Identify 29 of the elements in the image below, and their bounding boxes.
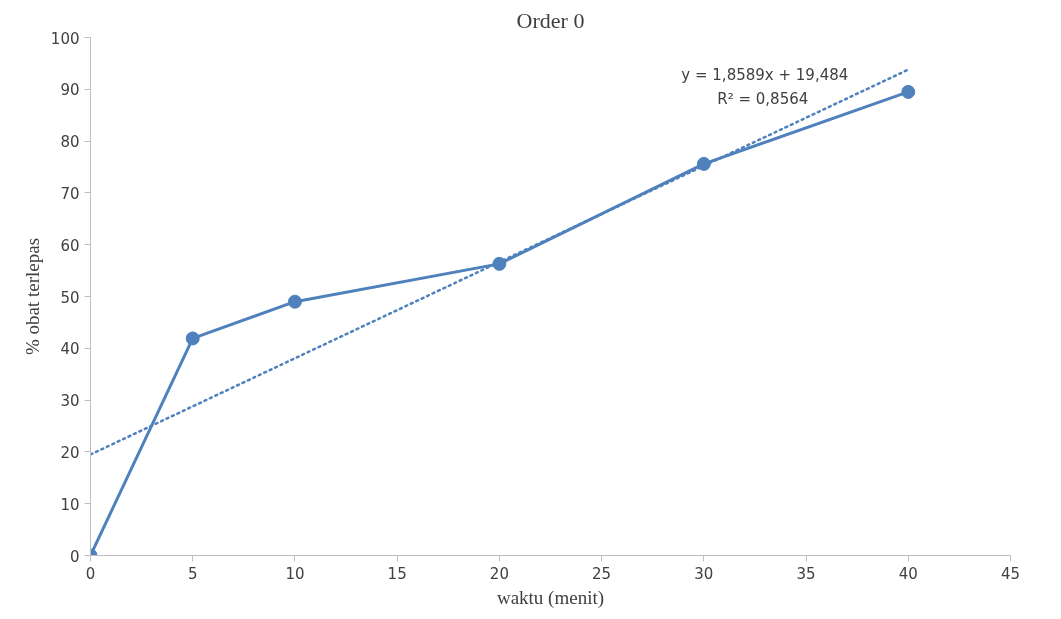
point bbox=[185, 331, 200, 346]
x-tick-label: 35 bbox=[796, 564, 816, 583]
x-tick-label: 15 bbox=[387, 564, 407, 583]
x-tick-label: 5 bbox=[187, 564, 198, 583]
point bbox=[287, 294, 302, 309]
x-axis-title: waktu (menit) bbox=[496, 586, 605, 609]
y-tick-label: 80 bbox=[60, 133, 80, 152]
x-tick-label: 25 bbox=[592, 564, 612, 583]
y-tick-label: 30 bbox=[60, 392, 80, 411]
y-tick-label: 0 bbox=[69, 547, 80, 566]
y-tick-label: 100 bbox=[50, 29, 80, 48]
y-tick-label: 20 bbox=[60, 443, 80, 462]
annotation: R² = 0,8564 bbox=[717, 89, 809, 108]
y-tick-label: 90 bbox=[60, 81, 80, 100]
point bbox=[901, 84, 916, 99]
annotation: y = 1,8589x + 19,484 bbox=[681, 65, 849, 84]
x-tick-label: 20 bbox=[489, 564, 509, 583]
y-tick-label: 10 bbox=[60, 495, 80, 514]
y-tick-label: 50 bbox=[60, 288, 80, 307]
x-tick-label: 45 bbox=[1000, 564, 1021, 583]
x-tick-label: 40 bbox=[898, 564, 918, 583]
y-axis-title: % obat terlepas bbox=[21, 237, 43, 356]
y-tick-label: 60 bbox=[60, 236, 80, 255]
x-tick-label: 10 bbox=[285, 564, 305, 583]
y-tick-label: 70 bbox=[60, 184, 80, 203]
y-tick-label: 40 bbox=[60, 340, 80, 359]
chart-title: Order 0 bbox=[516, 7, 585, 33]
x-tick-label: 30 bbox=[694, 564, 714, 583]
x-tick-label: 0 bbox=[85, 564, 96, 583]
